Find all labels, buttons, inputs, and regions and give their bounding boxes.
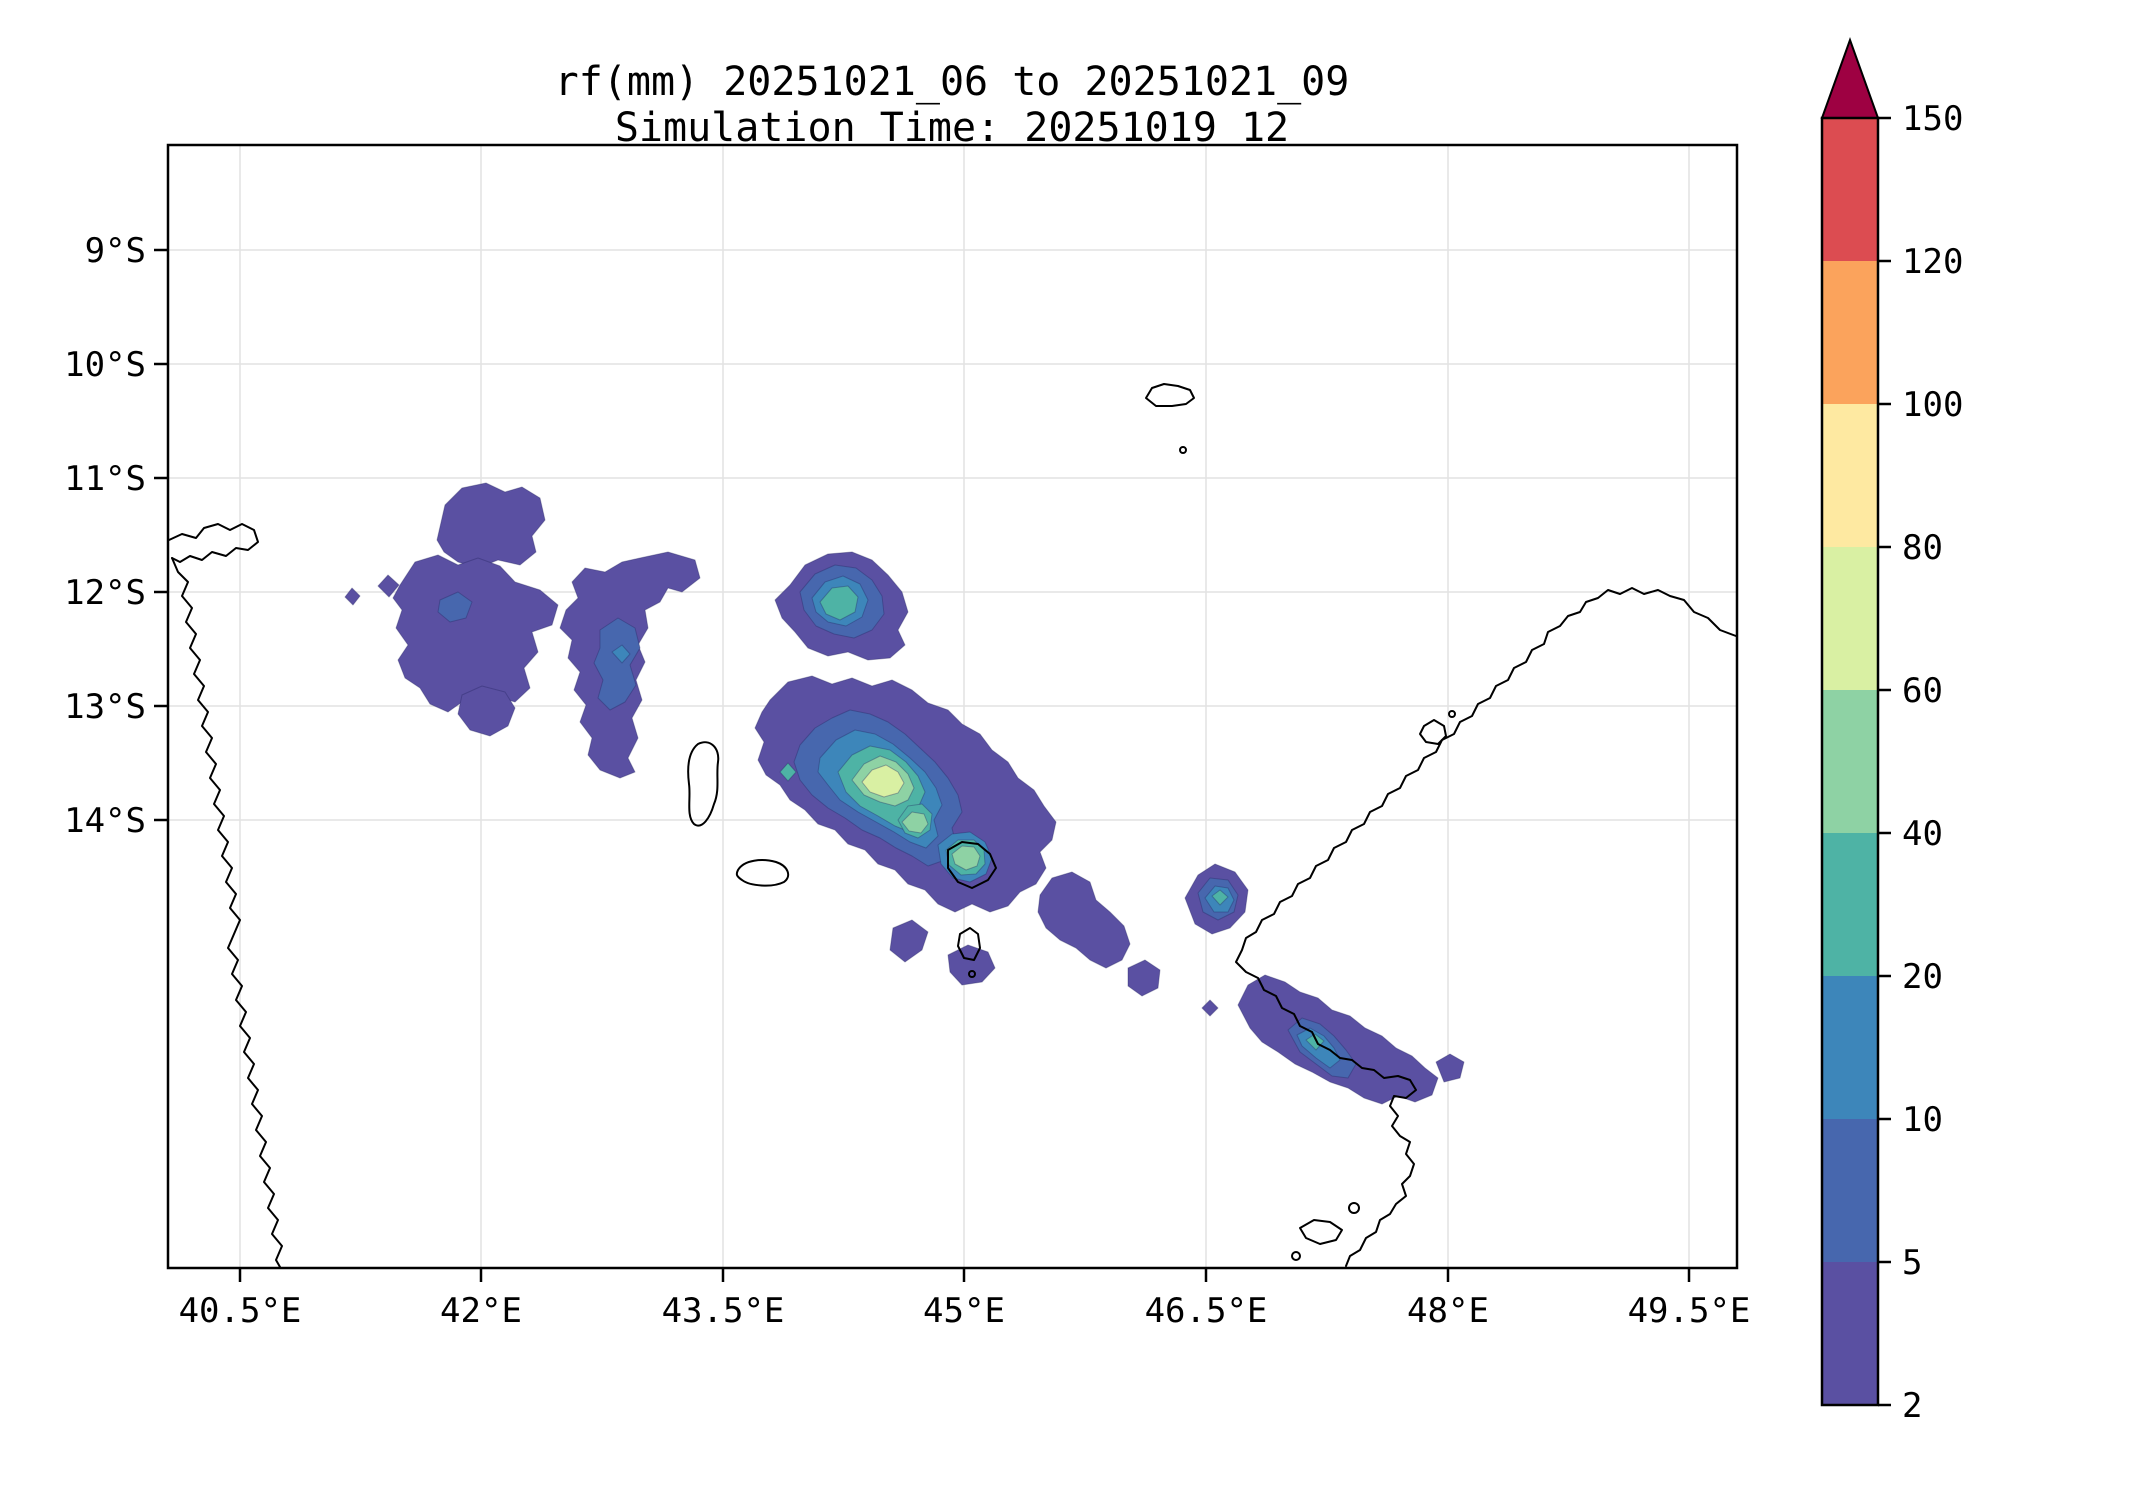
rain-blob xyxy=(392,554,559,713)
colorbar-labels: 150 120 100 80 60 40 20 10 5 2 xyxy=(1902,99,1963,1426)
rain-speck xyxy=(1211,889,1229,906)
colorbar-ticks xyxy=(1878,116,1891,1407)
colorbar-segment-2-5 xyxy=(1822,1262,1878,1405)
islet-dot xyxy=(968,970,976,978)
island-moheli xyxy=(735,859,790,887)
colorbar-tick-label: 150 xyxy=(1902,99,1963,139)
y-tick-label: 13°S xyxy=(64,687,146,727)
islet-dot xyxy=(1291,1251,1301,1261)
rain-blob xyxy=(457,685,516,737)
x-tick-label: 49.5°E xyxy=(1628,1291,1751,1331)
colorbar-tick-label: 40 xyxy=(1902,814,1943,854)
axis-tick-marks xyxy=(154,248,1691,1282)
x-tick-label: 48°E xyxy=(1407,1291,1489,1331)
rain-speck xyxy=(1305,1033,1325,1051)
x-tick-label: 46.5°E xyxy=(1145,1291,1268,1331)
colorbar-segment-60-80 xyxy=(1822,547,1878,690)
colorbar-tick-label: 10 xyxy=(1902,1100,1943,1140)
colorbar-tick-label: 80 xyxy=(1902,528,1943,568)
y-tick-label: 10°S xyxy=(64,345,146,385)
x-tick-label: 43.5°E xyxy=(662,1291,785,1331)
island-atoll xyxy=(1145,383,1195,407)
colorbar-tick-label: 100 xyxy=(1902,385,1963,425)
y-axis-labels: 9°S 10°S 11°S 12°S 13°S 14°S xyxy=(64,231,146,841)
rain-blob xyxy=(1127,959,1161,997)
rain-blob xyxy=(611,644,631,664)
rain-blob-peak xyxy=(861,764,905,798)
y-tick-label: 11°S xyxy=(64,459,146,499)
rain-blob xyxy=(1037,871,1131,969)
x-axis-labels: 40.5°E 42°E 43.5°E 45°E 46.5°E 48°E 49.5… xyxy=(179,1291,1751,1331)
colorbar-outline xyxy=(1820,116,1880,1407)
y-tick-label: 14°S xyxy=(64,801,146,841)
y-tick-label: 9°S xyxy=(85,231,146,271)
colorbar-segment-80-100 xyxy=(1822,404,1878,547)
colorbar-tick-label: 5 xyxy=(1902,1243,1922,1283)
rain-contours-60-80mm xyxy=(861,764,905,798)
rain-blob xyxy=(1296,1027,1341,1069)
island-grande-comore xyxy=(687,741,720,827)
colorbar-segment-120-150 xyxy=(1822,118,1878,261)
colorbar-segment-40-60 xyxy=(1822,690,1878,833)
island-mayotte xyxy=(957,927,981,961)
colorbar-segment-10-20 xyxy=(1822,976,1878,1119)
rain-speck xyxy=(1201,999,1219,1017)
rain-blob xyxy=(1435,1053,1465,1083)
chart-subtitle: Simulation Time: 20251019_12 xyxy=(615,105,1289,151)
rain-blob-coastal xyxy=(1237,974,1439,1105)
y-tick-label: 12°S xyxy=(64,573,146,613)
coastlines xyxy=(168,383,1737,1268)
colorbar-tick-label: 2 xyxy=(1902,1386,1922,1426)
rain-blob xyxy=(889,919,929,963)
colorbar-tick-label: 60 xyxy=(1902,671,1943,711)
coastline-madagascar xyxy=(1235,587,1737,1267)
colorbar-tick-label: 120 xyxy=(1902,242,1963,282)
rain-blob xyxy=(593,617,641,711)
colorbar-segment-20-40 xyxy=(1822,833,1878,976)
island-anjouan xyxy=(947,841,997,889)
island-nosy-be xyxy=(1419,719,1447,745)
colorbar-tick-label: 20 xyxy=(1902,957,1943,997)
colorbar-over-arrow xyxy=(1820,37,1880,119)
coastline-africa-peninsula xyxy=(168,523,259,563)
colorbar: 150 120 100 80 60 40 20 10 5 2 xyxy=(1820,37,1963,1426)
islet-dot xyxy=(1179,446,1187,454)
rain-blob xyxy=(951,845,981,871)
x-tick-label: 40.5°E xyxy=(179,1291,302,1331)
colorbar-segment-5-10 xyxy=(1822,1119,1878,1262)
rain-blob xyxy=(437,591,473,623)
rain-speck xyxy=(779,762,797,782)
islet-dot xyxy=(1348,1202,1360,1214)
rain-blob xyxy=(947,944,996,986)
rain-speck xyxy=(344,587,361,606)
islet-dot xyxy=(1448,710,1456,718)
rain-blob xyxy=(819,585,859,621)
colorbar-segment-100-120 xyxy=(1822,261,1878,404)
coastline-africa xyxy=(171,557,283,1268)
chart-title: rf(mm) 20251021_06 to 20251021_09 xyxy=(555,59,1350,105)
island-bottom xyxy=(1299,1219,1343,1245)
rain-blob xyxy=(901,811,929,834)
x-tick-label: 42°E xyxy=(440,1291,522,1331)
grid-lines xyxy=(168,145,1737,1268)
x-tick-label: 45°E xyxy=(923,1291,1005,1331)
rain-speck xyxy=(377,574,400,598)
